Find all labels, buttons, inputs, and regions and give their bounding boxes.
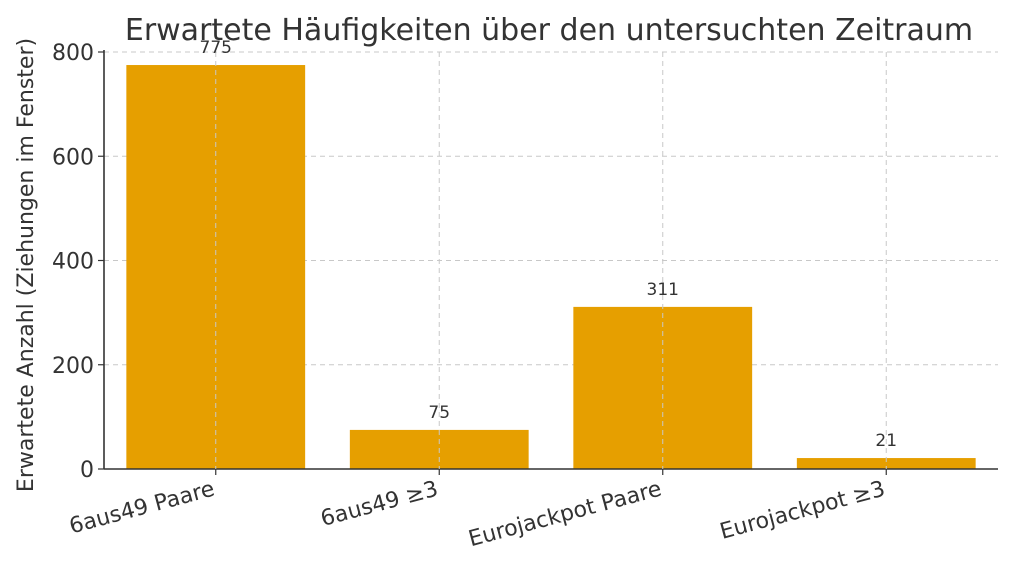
data-label-2: 311 <box>647 280 679 300</box>
bars <box>126 65 976 469</box>
x-tick-labels: 6aus49 Paare 6aus49 ≥3 Eurojackpot Paare Eu… <box>67 469 888 552</box>
data-label-0: 775 <box>200 38 232 58</box>
y-tick-label-1: 200 <box>52 354 94 379</box>
y-tick-label-2: 400 <box>52 250 94 275</box>
axes <box>103 50 998 470</box>
y-tick-label-3: 600 <box>52 145 94 170</box>
chart-title: Erwartete Häufigkeiten über den untersuc… <box>125 13 973 48</box>
x-tick-label-2: Eurojackpot Paare <box>466 477 664 553</box>
y-tick-labels: 0 200 400 600 800 <box>52 41 104 483</box>
x-tick-label-1: 6aus49 ≥3 <box>318 477 441 532</box>
y-tick-label-0: 0 <box>80 458 94 483</box>
y-axis-label: Erwartete Anzahl (Ziehungen im Fenster) <box>14 38 39 492</box>
data-label-1: 75 <box>428 403 450 423</box>
y-tick-label-4: 800 <box>52 41 94 66</box>
bar-0 <box>126 65 306 469</box>
x-tick-label-0: 6aus49 Paare <box>67 477 218 540</box>
bar-3 <box>796 458 976 469</box>
data-label-3: 21 <box>875 431 897 451</box>
x-tick-label-3: Eurojackpot ≥3 <box>717 477 887 545</box>
data-labels: 775 75 311 21 <box>200 38 898 451</box>
